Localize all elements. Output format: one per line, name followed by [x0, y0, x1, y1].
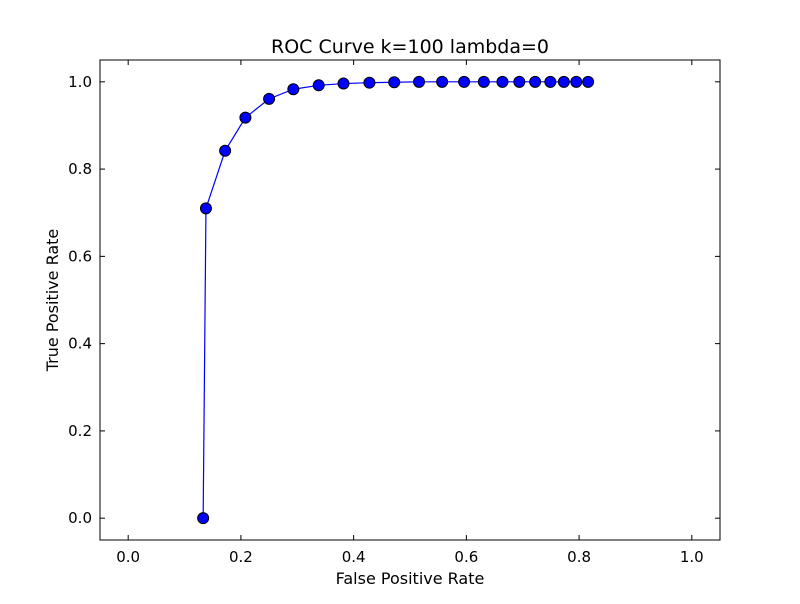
roc-point — [239, 111, 252, 124]
roc-point — [219, 144, 232, 157]
roc-point — [337, 77, 350, 90]
roc-point — [570, 75, 583, 88]
y-tick-label: 0.6 — [68, 247, 92, 265]
roc-point — [582, 75, 595, 88]
roc-point — [388, 76, 401, 89]
roc-point — [544, 75, 557, 88]
x-tick-label: 1.0 — [680, 548, 704, 566]
x-tick-label: 0.4 — [342, 548, 366, 566]
plot-series — [197, 75, 595, 525]
x-tick-label: 0.2 — [229, 548, 253, 566]
roc-point — [413, 75, 426, 88]
y-axis-label: True Positive Rate — [43, 229, 62, 373]
roc-point — [363, 76, 376, 89]
roc-point — [199, 202, 212, 215]
roc-point — [287, 83, 300, 96]
y-tick-label: 0.2 — [68, 422, 92, 440]
y-tick-label: 0.8 — [68, 160, 92, 178]
roc-point — [312, 79, 325, 92]
roc-point — [496, 75, 509, 88]
roc-point — [529, 75, 542, 88]
roc-point — [513, 75, 526, 88]
x-tick-label: 0.6 — [454, 548, 478, 566]
roc-point — [436, 75, 449, 88]
y-tick-label: 1.0 — [68, 73, 92, 91]
axes-frame — [99, 59, 721, 541]
y-tick-label: 0.0 — [68, 509, 92, 527]
roc-point — [458, 75, 471, 88]
x-tick-label: 0.0 — [116, 548, 140, 566]
axis-ticks: 0.0 0.2 0.4 0.6 0.8 1.0 0.0 0.2 0.4 0.6 0.8 1.0 — [68, 60, 720, 566]
x-tick-label: 0.8 — [567, 548, 591, 566]
chart-title: ROC Curve k=100 lambda=0 — [271, 36, 549, 58]
roc-point — [557, 75, 570, 88]
roc-point — [197, 512, 210, 525]
roc-point — [477, 75, 490, 88]
roc-point — [263, 92, 276, 105]
x-axis-label: False Positive Rate — [336, 569, 485, 588]
y-tick-label: 0.4 — [68, 335, 92, 353]
